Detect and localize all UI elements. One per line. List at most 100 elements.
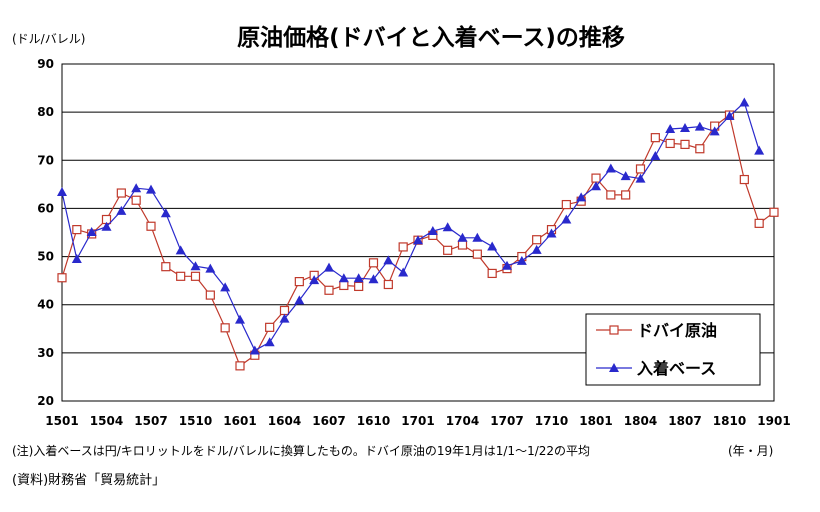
x-tick-label: 1701 xyxy=(401,414,434,428)
data-point-import xyxy=(368,274,379,284)
x-tick-label: 1901 xyxy=(757,414,790,428)
data-point-dubai xyxy=(324,285,334,295)
y-tick-label: 40 xyxy=(37,298,54,312)
data-point-dubai xyxy=(591,173,601,183)
data-point-dubai xyxy=(116,188,126,198)
data-point-dubai xyxy=(146,221,156,231)
data-point-import xyxy=(160,208,171,218)
data-point-import xyxy=(457,232,468,242)
plot-area xyxy=(61,63,775,402)
data-point-dubai xyxy=(57,273,67,283)
data-point-dubai xyxy=(398,242,408,252)
x-tick-label: 1810 xyxy=(713,414,746,428)
data-point-dubai xyxy=(695,144,705,154)
data-point-dubai xyxy=(739,174,749,185)
data-point-import xyxy=(220,282,231,292)
x-tick-label: 1707 xyxy=(490,414,523,428)
data-point-dubai xyxy=(131,195,141,205)
data-point-import xyxy=(175,245,186,255)
y-tick-label: 30 xyxy=(37,346,54,360)
data-point-dubai xyxy=(235,361,245,371)
data-point-dubai xyxy=(561,199,571,210)
data-point-import xyxy=(546,228,557,238)
legend-label-import: 入着ベース xyxy=(637,359,716,378)
data-point-dubai xyxy=(205,290,215,300)
data-point-import xyxy=(324,262,334,272)
data-point-import xyxy=(739,97,750,107)
data-point-import xyxy=(576,192,587,202)
data-point-import xyxy=(502,260,512,270)
data-point-dubai xyxy=(161,262,171,272)
chart-note: (注)入着ベースは円/キロリットルをドル/バレルに換算したもの。ドバイ原油の19… xyxy=(12,443,590,458)
data-point-dubai xyxy=(487,268,497,279)
data-point-import xyxy=(605,163,616,173)
data-point-dubai xyxy=(72,225,82,235)
data-point-import xyxy=(531,244,542,254)
y-tick-label: 60 xyxy=(37,201,54,215)
data-point-import xyxy=(442,222,453,232)
data-point-import xyxy=(427,226,438,236)
data-point-import xyxy=(190,261,201,271)
x-axis-ticks: 1501 1504 1507 1510 1601 1604 1607 1610 1701 1704… xyxy=(45,414,790,428)
data-point-import xyxy=(383,255,394,265)
data-point-import xyxy=(86,227,97,237)
x-tick-label: 1610 xyxy=(357,414,390,428)
data-point-dubai xyxy=(294,277,304,287)
series-layer xyxy=(57,97,779,371)
data-point-import xyxy=(235,314,245,324)
data-point-import xyxy=(279,313,290,323)
data-point-dubai xyxy=(621,190,631,200)
legend: ドバイ原油 入着ベース xyxy=(585,313,761,386)
x-tick-label: 1601 xyxy=(223,414,256,428)
data-point-import xyxy=(724,110,735,120)
legend-marker-dubai xyxy=(609,325,619,335)
chart-title: 原油価格(ドバイと入着ベース)の推移 xyxy=(237,24,625,51)
x-tick-label: 1504 xyxy=(90,414,123,428)
data-point-dubai xyxy=(532,235,542,245)
y-tick-label: 70 xyxy=(37,153,54,167)
data-point-dubai xyxy=(220,323,230,333)
data-point-import xyxy=(516,255,527,265)
data-point-import xyxy=(249,345,260,355)
data-point-dubai xyxy=(265,322,275,332)
data-point-import xyxy=(665,123,676,133)
data-point-dubai xyxy=(339,280,349,291)
x-tick-label: 1807 xyxy=(668,414,701,428)
data-point-import xyxy=(680,123,690,133)
x-tick-label: 1804 xyxy=(624,414,657,428)
x-tick-label: 1510 xyxy=(179,414,212,428)
data-point-dubai xyxy=(769,207,779,217)
data-point-import xyxy=(472,232,483,242)
data-point-import xyxy=(264,337,275,347)
data-point-import xyxy=(709,126,720,136)
data-point-dubai xyxy=(680,139,690,149)
data-point-dubai xyxy=(754,218,764,228)
data-point-import xyxy=(398,267,409,277)
x-tick-label: 1604 xyxy=(268,414,301,428)
data-point-import xyxy=(205,263,216,273)
data-point-dubai xyxy=(176,271,186,281)
data-point-import xyxy=(116,205,127,215)
data-point-import xyxy=(131,183,142,193)
data-point-dubai xyxy=(383,279,393,290)
data-point-dubai xyxy=(354,281,364,292)
y-tick-label: 50 xyxy=(37,250,54,264)
data-point-import xyxy=(294,295,305,305)
data-point-import xyxy=(353,273,364,283)
y-tick-label: 90 xyxy=(37,57,54,71)
data-point-import xyxy=(591,181,601,191)
data-point-import xyxy=(620,171,631,181)
data-point-import xyxy=(71,253,82,263)
data-point-import xyxy=(413,235,423,245)
data-point-dubai xyxy=(457,240,468,250)
x-tick-label: 1507 xyxy=(134,414,167,428)
x-tick-label: 1704 xyxy=(446,414,479,428)
series-line-import xyxy=(61,101,760,352)
y-tick-label: 20 xyxy=(37,394,54,408)
data-point-dubai xyxy=(665,138,675,149)
y-axis-unit: (ドル/バレル) xyxy=(12,32,85,46)
x-tick-label: 1501 xyxy=(45,414,78,428)
data-point-import xyxy=(561,214,572,224)
legend-marker-import xyxy=(609,363,619,372)
